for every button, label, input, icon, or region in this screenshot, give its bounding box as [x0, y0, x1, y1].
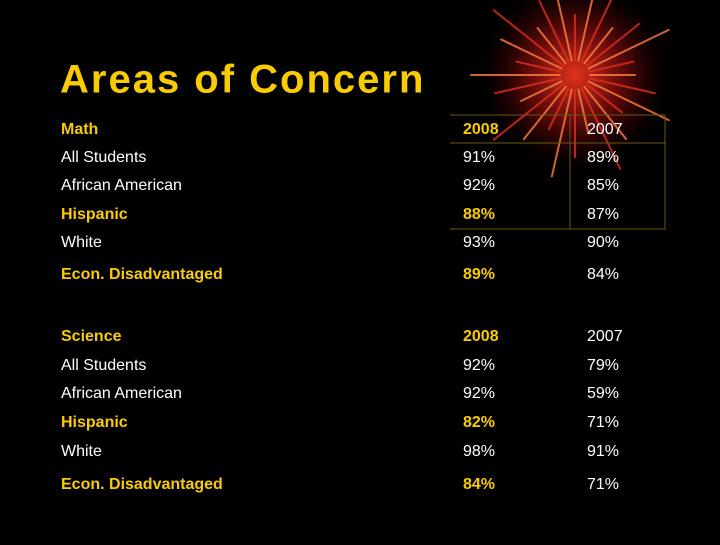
row-label: Econ. Disadvantaged [61, 266, 223, 283]
value-cell: 79% [587, 357, 619, 374]
row-label: White [61, 234, 102, 251]
value-cell: 87% [587, 206, 619, 223]
value-cell: 93% [463, 234, 495, 251]
value-cell: 88% [463, 206, 495, 223]
row-label: African American [61, 385, 182, 402]
value-cell: 82% [463, 414, 495, 431]
value-cell: 98% [463, 443, 495, 460]
value-cell: 90% [587, 234, 619, 251]
data-table: Math 2008 2007 All Students 91% 89% African Am… [61, 121, 623, 493]
table-lines [450, 114, 666, 230]
value-cell: 92% [463, 385, 495, 402]
value-cell: 92% [463, 177, 495, 194]
value-cell: 91% [463, 149, 495, 166]
firework-decoration [470, 0, 670, 178]
header-cell: 2007 [587, 121, 623, 138]
value-cell: 71% [587, 414, 619, 431]
row-label: African American [61, 177, 182, 194]
value-cell: 59% [587, 385, 619, 402]
value-cell: 84% [587, 266, 619, 283]
row-label: White [61, 443, 102, 460]
value-cell: 92% [463, 357, 495, 374]
value-cell: 85% [587, 177, 619, 194]
value-cell: 89% [587, 149, 619, 166]
value-cell: 84% [463, 476, 495, 493]
value-cell: 89% [463, 266, 495, 283]
row-label: Hispanic [61, 414, 128, 431]
row-label: All Students [61, 357, 146, 374]
header-cell: Math [61, 121, 98, 138]
value-cell: 91% [587, 443, 619, 460]
row-label: All Students [61, 149, 146, 166]
header-cell: 2008 [463, 328, 499, 345]
header-cell: 2008 [463, 121, 499, 138]
header-cell: Science [61, 328, 122, 345]
row-label: Hispanic [61, 206, 128, 223]
row-label: Econ. Disadvantaged [61, 476, 223, 493]
header-cell: 2007 [587, 328, 623, 345]
value-cell: 71% [587, 476, 619, 493]
slide-title: Areas of Concern [60, 58, 425, 102]
